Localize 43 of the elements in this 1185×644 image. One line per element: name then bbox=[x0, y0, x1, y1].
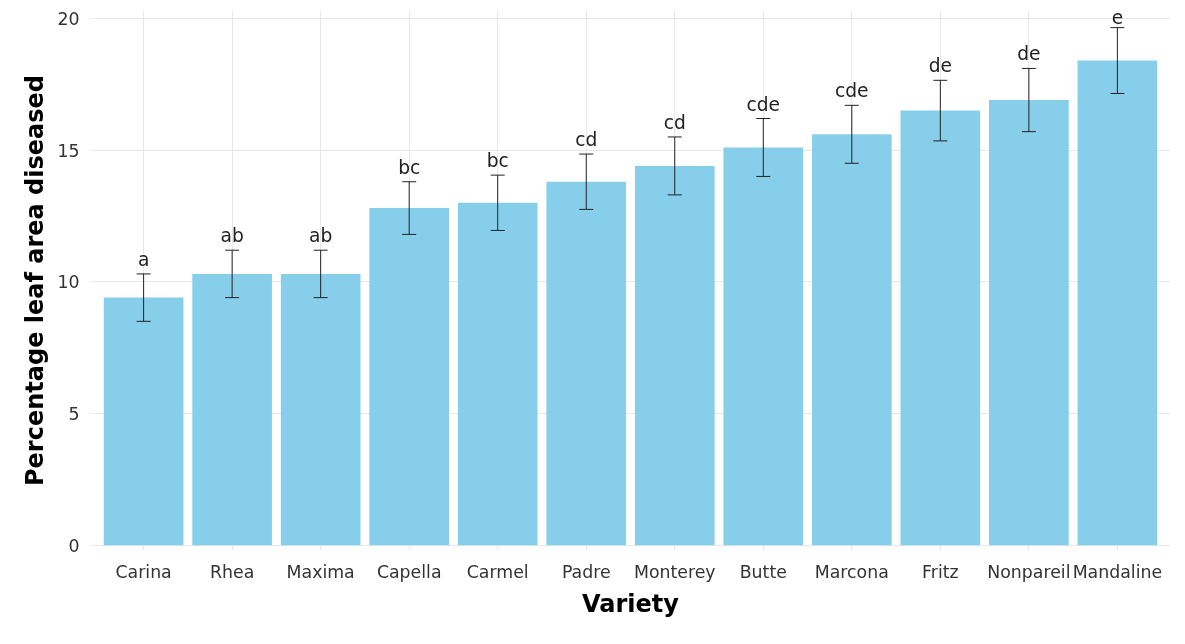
annotation: cd bbox=[663, 111, 686, 133]
y-tick-label: 0 bbox=[68, 535, 80, 556]
annotation: cd bbox=[575, 129, 598, 151]
y-tick-label: 15 bbox=[57, 140, 80, 161]
bar bbox=[811, 134, 892, 546]
annotation: cde bbox=[746, 93, 781, 115]
bar bbox=[723, 147, 804, 546]
x-tick-label: Carmel bbox=[466, 561, 529, 582]
bar bbox=[546, 181, 627, 546]
bar bbox=[103, 297, 184, 546]
x-tick-label: Nonpareil bbox=[987, 561, 1071, 582]
x-tick-label: Butte bbox=[739, 561, 787, 582]
bar bbox=[900, 110, 981, 546]
annotation: ab bbox=[220, 225, 244, 247]
annotation: e bbox=[1111, 6, 1124, 28]
annotation: cde bbox=[835, 80, 869, 102]
annotation: ab bbox=[309, 225, 333, 247]
x-tick-label: Capella bbox=[376, 561, 442, 582]
bar bbox=[369, 208, 450, 546]
x-tick-label: Rhea bbox=[209, 561, 255, 582]
x-tick-label: Monterey bbox=[633, 561, 716, 582]
annotation: bc bbox=[486, 150, 509, 172]
x-tick-label: Carina bbox=[115, 561, 172, 582]
y-axis-title: Percentage leaf area diseased bbox=[21, 74, 50, 487]
bar bbox=[989, 100, 1069, 546]
bar bbox=[634, 165, 715, 546]
bar bbox=[1077, 60, 1158, 546]
annotation: de bbox=[928, 55, 952, 77]
y-tick-label: 20 bbox=[57, 8, 80, 29]
y-tick-label: 5 bbox=[68, 404, 80, 425]
y-tick-label: 10 bbox=[57, 272, 80, 293]
annotation: de bbox=[1017, 43, 1041, 65]
annotation: a bbox=[137, 248, 150, 270]
bar bbox=[280, 273, 361, 546]
x-tick-label: Mandaline bbox=[1072, 561, 1163, 582]
bar bbox=[192, 273, 272, 546]
x-tick-label: Maxima bbox=[286, 561, 355, 582]
annotation: bc bbox=[398, 156, 421, 178]
x-tick-label: Padre bbox=[561, 561, 611, 582]
x-axis-title: Variety bbox=[582, 589, 680, 618]
x-tick-label: Fritz bbox=[922, 561, 959, 582]
x-tick-label: Marcona bbox=[814, 561, 889, 582]
bar bbox=[457, 202, 538, 546]
